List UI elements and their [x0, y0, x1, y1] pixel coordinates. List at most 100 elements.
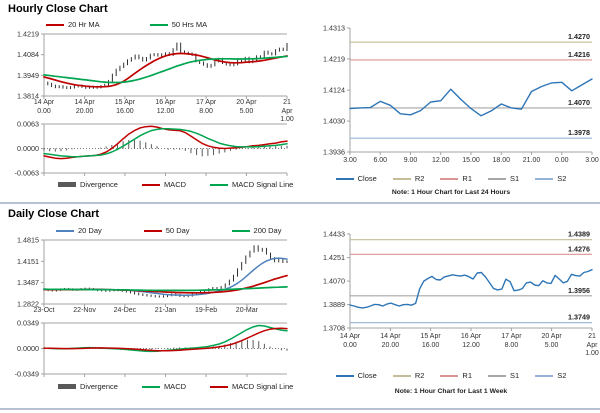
hourly-pivot-note: Note: 1 Hour Chart for Last 24 Hours [391, 189, 511, 196]
x-tick-label: 9.00 [403, 157, 418, 164]
legend-item: R2 [392, 371, 425, 380]
x-tick-label: 23-Oct [33, 307, 55, 314]
legend-item: MACD [141, 382, 187, 391]
x-tick-label: 0.00 [554, 157, 569, 164]
svg-text:1.4151: 1.4151 [17, 257, 39, 266]
hourly-chart-title: Hourly Close Chart [8, 3, 108, 15]
weekly-pivot-chart: 1.4433 1.4251 1.4070 1.3889 1.3708 1.4389 1.42… [323, 230, 593, 333]
legend-label: R1 [462, 174, 472, 183]
x-tick-label: 14 Apr 0.00 [33, 99, 55, 115]
svg-text:1.3936: 1.3936 [323, 148, 345, 157]
legend-item: Divergence [58, 180, 118, 189]
daily-macd-legend: Divergence MACD MACD Signal Line [58, 382, 293, 391]
legend-label: R2 [414, 371, 425, 380]
legend-item: S1 [488, 371, 519, 380]
legend-label: Divergence [80, 382, 118, 391]
daily-macd-chart: 0.0349 0.0000 -0.0349 [15, 319, 288, 379]
legend-item: 200 Day [231, 226, 282, 235]
legend-label: 20 Hr MA [68, 20, 100, 29]
svg-text:1.4815: 1.4815 [17, 236, 39, 245]
svg-text:1.3708: 1.3708 [323, 324, 345, 333]
macd-swatch [141, 385, 160, 388]
legend-label: R1 [462, 371, 472, 380]
svg-text:1.4070: 1.4070 [568, 98, 590, 107]
hourly-pivot-x-axis: 3.00 6.00 9.00 12.00 15.00 18.00 21.00 0.00 3.00 [343, 157, 599, 175]
legend-label: MACD Signal Line [232, 180, 294, 189]
close-swatch [335, 177, 354, 180]
legend-label: 200 Day [253, 226, 282, 235]
legend-item: 20 Hr MA [46, 20, 100, 29]
x-tick-label: 16 Apr 12.00 [155, 99, 176, 115]
svg-text:1.4070: 1.4070 [323, 277, 345, 286]
svg-text:1.2822: 1.2822 [17, 300, 39, 309]
x-tick-label: 19-Feb [194, 307, 218, 314]
macd-signal-line-swatch [210, 385, 229, 388]
svg-text:-0.0349: -0.0349 [15, 370, 39, 379]
weekly-pivot-note: Note: 1 Hour Chart for Last 1 Week [394, 388, 508, 395]
x-tick-label: 14 Apr 20.00 [380, 333, 401, 349]
r2-swatch [392, 374, 411, 377]
legend-item: MACD Signal Line [210, 180, 293, 189]
legend-label: Divergence [80, 180, 118, 189]
svg-text:1.4251: 1.4251 [323, 253, 345, 262]
x-tick-label: 17 Apr 8.00 [501, 333, 522, 349]
x-tick-label: 14 Apr 0.00 [339, 333, 361, 349]
legend-label: MACD [163, 382, 187, 391]
svg-text:1.4313: 1.4313 [323, 24, 345, 33]
50-day-swatch [143, 229, 162, 232]
divergence-swatch [58, 384, 76, 389]
x-tick-label: 22-Nov [73, 307, 96, 314]
svg-text:1.3978: 1.3978 [568, 128, 590, 137]
legend-item: 50 Hrs MA [149, 20, 208, 29]
svg-text:1.4219: 1.4219 [323, 54, 345, 63]
s1-swatch [488, 177, 506, 180]
legend-item: MACD [141, 180, 186, 189]
x-tick-label: 6.00 [373, 157, 388, 164]
legend-item: Close [335, 174, 377, 183]
s1-swatch [488, 374, 506, 377]
macd-signal-line-swatch [210, 183, 229, 186]
section-divider [0, 202, 600, 204]
r1-swatch [440, 177, 459, 180]
hourly-pivot-chart: 1.4313 1.4219 1.4124 1.4030 1.3936 1.4270 1.42… [323, 24, 593, 157]
legend-item: Divergence [58, 382, 118, 391]
svg-text:1.3487: 1.3487 [17, 278, 39, 287]
daily-chart-title: Daily Close Chart [8, 208, 100, 220]
hourly-ma-legend: 20 Hr MA 50 Hrs MA [46, 20, 207, 29]
s2-swatch [535, 374, 554, 377]
x-tick-label: 21 Apr 1.00 [280, 99, 294, 123]
hourly-macd-legend: Divergence MACD MACD Signal Line [58, 180, 293, 189]
x-tick-label: 18.00 [492, 157, 511, 164]
x-tick-label: 21 Apr 1.00 [585, 333, 599, 357]
x-tick-label: 20 Apr 5.00 [236, 99, 257, 115]
svg-text:1.3956: 1.3956 [568, 286, 590, 295]
svg-text:1.4084: 1.4084 [17, 50, 39, 59]
bottom-divider [0, 408, 600, 410]
legend-label: 50 Day [165, 226, 190, 235]
hourly-pivot-legend: Close R2 R1 S1 S2 [306, 174, 596, 183]
svg-text:1.4124: 1.4124 [323, 86, 345, 95]
svg-text:1.4389: 1.4389 [568, 230, 590, 239]
legend-label: MACD Signal Line [232, 382, 294, 391]
50-hrs-ma-swatch [149, 23, 168, 26]
r2-swatch [392, 177, 411, 180]
x-tick-label: 20 Apr 5.00 [541, 333, 562, 349]
legend-label: 50 Hrs MA [171, 20, 208, 29]
r1-swatch [440, 374, 459, 377]
legend-item: Close [335, 371, 377, 380]
svg-text:1.4216: 1.4216 [568, 50, 590, 59]
svg-text:1.3949: 1.3949 [17, 71, 39, 80]
hourly-macd-chart: 0.0063 0.0000 -0.0063 [15, 120, 288, 178]
x-tick-label: 17 Apr 8.00 [195, 99, 217, 115]
x-tick-label: 21.00 [522, 157, 541, 164]
legend-item: S1 [488, 174, 519, 183]
divergence-swatch [58, 182, 76, 187]
svg-text:1.3814: 1.3814 [17, 92, 39, 101]
legend-label: S1 [510, 174, 520, 183]
close-swatch [335, 374, 354, 377]
legend-label: Close [357, 174, 377, 183]
x-tick-label: 14 Apr 20.00 [74, 99, 95, 115]
daily-price-chart: 1.4815 1.4151 1.3487 1.2822 [17, 236, 288, 309]
legend-item: S2 [535, 174, 566, 183]
